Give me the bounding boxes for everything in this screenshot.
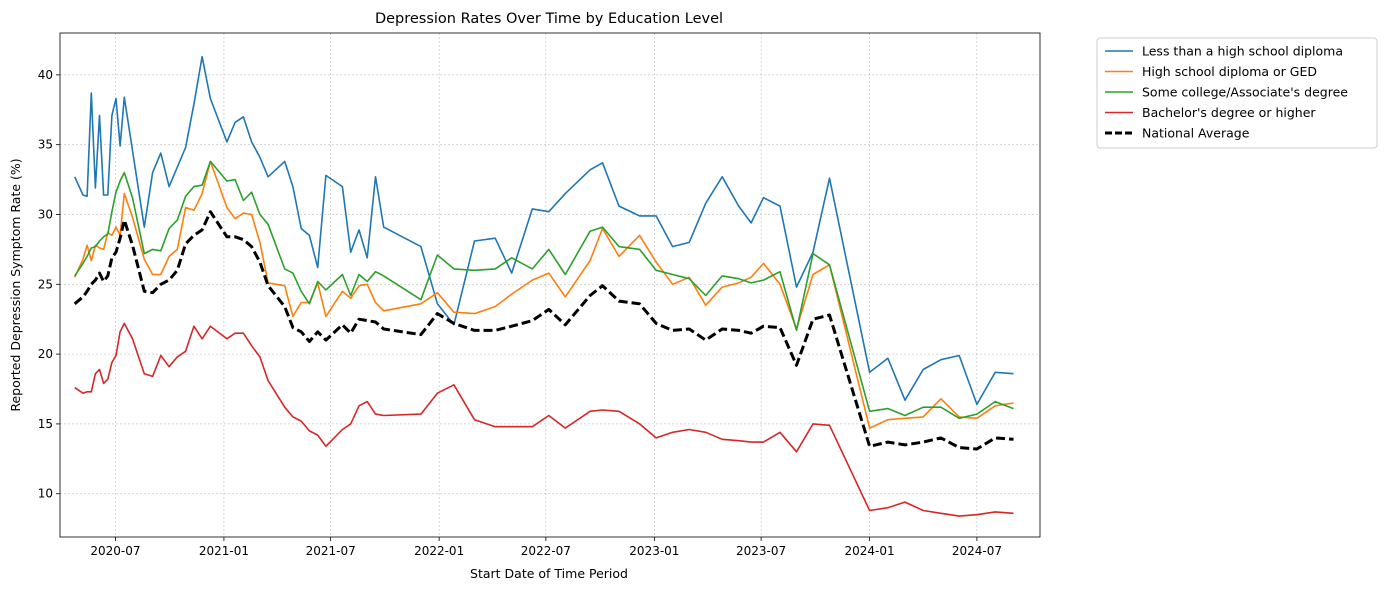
x-tick-label: 2023-07 [736, 544, 786, 558]
x-tick-label: 2024-01 [845, 544, 895, 558]
x-axis-label: Start Date of Time Period [470, 566, 628, 581]
series-line-1 [73, 160, 1014, 429]
x-tick-label: 2022-01 [414, 544, 464, 558]
plot-area-frame [59, 32, 1041, 538]
legend-label: Bachelor's degree or higher [1142, 105, 1316, 120]
series-line-2 [74, 160, 1014, 420]
series-line-4 [73, 210, 1014, 451]
legend-label: Some college/Associate's degree [1142, 85, 1348, 100]
gridlines [60, 33, 1040, 537]
x-tick-label: 2021-01 [199, 544, 249, 558]
legend-box [1096, 37, 1378, 149]
x-tick-label: 2022-07 [521, 544, 571, 558]
y-tick-label: 30 [38, 207, 53, 221]
x-tick-label: 2024-07 [952, 544, 1002, 558]
chart-title: Depression Rates Over Time by Education … [375, 11, 723, 27]
y-axis-ticks: 10 15 20 25 30 35 40 [38, 68, 60, 501]
legend: Less than a high school diploma High scho… [1096, 37, 1378, 149]
y-tick-label: 20 [38, 347, 53, 361]
y-tick-label: 40 [38, 68, 53, 82]
x-axis-ticks: 2020-07 2021-01 2021-07 2022-01 2022-07 2023-… [90, 537, 1002, 558]
y-tick-label: 25 [38, 277, 53, 291]
series-lines [73, 55, 1014, 517]
y-tick-label: 10 [38, 487, 53, 501]
y-tick-label: 35 [38, 138, 53, 152]
legend-label: Less than a high school diploma [1142, 44, 1343, 59]
series-line-0 [73, 55, 1014, 406]
series-line-3 [74, 322, 1014, 517]
legend-label: High school diploma or GED [1142, 64, 1317, 79]
y-axis-label: Reported Depression Symptom Rate (%) [8, 158, 23, 411]
x-tick-label: 2020-07 [90, 544, 140, 558]
y-tick-label: 15 [38, 417, 53, 431]
legend-label: National Average [1142, 126, 1250, 141]
x-tick-label: 2021-07 [306, 544, 356, 558]
x-tick-label: 2023-01 [629, 544, 679, 558]
